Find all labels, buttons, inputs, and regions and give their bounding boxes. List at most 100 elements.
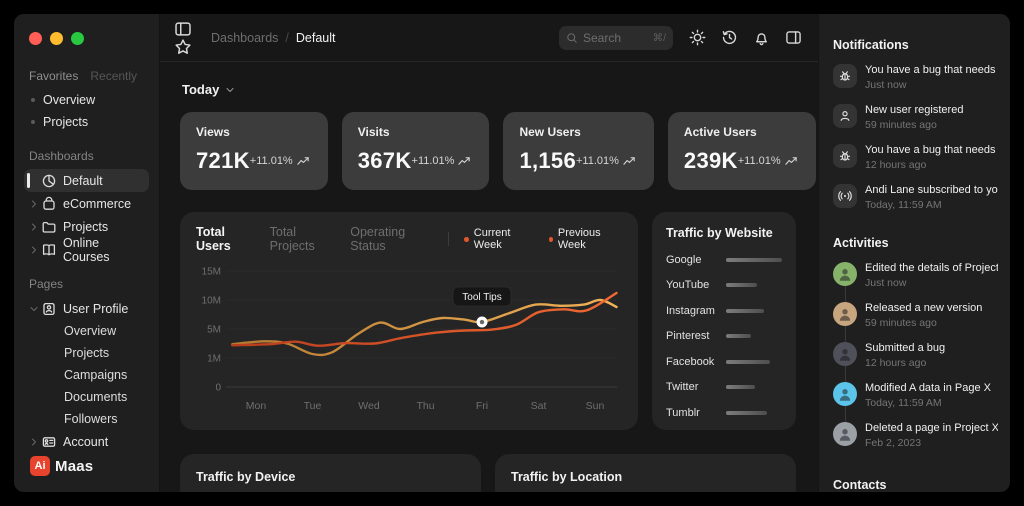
activity-text: Modified A data in Page X xyxy=(865,382,991,394)
close-button[interactable] xyxy=(29,32,42,45)
svg-text:0: 0 xyxy=(215,383,221,394)
activity-item[interactable]: Released a new version 59 minutes ago xyxy=(833,302,998,329)
sidebar-item-online-courses[interactable]: Online Courses xyxy=(24,236,149,264)
activity-item[interactable]: Modified A data in Page X Today, 11:59 AM xyxy=(833,382,998,409)
legend-label: Previous Week xyxy=(557,227,601,251)
tab-total-users[interactable]: Total Users xyxy=(196,225,231,253)
activity-item[interactable]: Submitted a bug 12 hours ago xyxy=(833,342,998,369)
sidebar-item-default[interactable]: Default xyxy=(24,169,149,192)
stat-value: 239K xyxy=(683,148,738,173)
svg-text:Fri: Fri xyxy=(476,400,488,412)
sidebar-item-account[interactable]: Account xyxy=(24,430,149,453)
right-panel: Notifications You have a bug that needs … xyxy=(818,14,1010,492)
traffic-row-instagram: Instagram xyxy=(666,305,782,317)
panel-right-icon[interactable] xyxy=(785,29,802,46)
chevron-right-icon xyxy=(28,436,40,448)
zoom-button[interactable] xyxy=(71,32,84,45)
traffic-row-tumblr: Tumblr xyxy=(666,407,782,419)
legend-label: Current Week xyxy=(473,227,511,251)
breadcrumb: Dashboards / Default xyxy=(211,31,336,45)
search-box[interactable]: ⌘/ xyxy=(559,25,673,50)
book-icon xyxy=(41,242,57,258)
activity-time: 12 hours ago xyxy=(865,357,927,369)
tab-total-projects[interactable]: Total Projects xyxy=(269,225,315,253)
history-icon[interactable] xyxy=(721,29,738,46)
activity-item[interactable]: Deleted a page in Project X Feb 2, 2023 xyxy=(833,422,998,449)
activity-item[interactable]: Edited the details of Project X Just now xyxy=(833,262,998,289)
notification-item[interactable]: You have a bug that needs t... 12 hours a… xyxy=(833,144,998,171)
sidebar-item-label: Projects xyxy=(63,219,109,234)
sidebar-subitem-overview[interactable]: Overview xyxy=(64,324,117,338)
search-input[interactable] xyxy=(583,30,648,45)
stat-card-active-users[interactable]: Active Users 239K +11.01% xyxy=(667,112,816,190)
traffic-bar xyxy=(726,308,765,313)
notification-text: New user registered xyxy=(865,104,964,116)
stat-delta: +11.01% xyxy=(738,155,800,167)
tab-recently[interactable]: Recently xyxy=(90,69,138,83)
traffic-site-label: Twitter xyxy=(666,381,699,393)
activity-text: Deleted a page in Project X xyxy=(865,422,998,434)
bullet-icon xyxy=(31,120,35,124)
svg-text:1M: 1M xyxy=(207,354,221,365)
stat-card-views[interactable]: Views 721K +11.01% xyxy=(180,112,328,190)
stat-card-visits[interactable]: Visits 367K +11.01% xyxy=(341,112,490,190)
notification-time: 12 hours ago xyxy=(865,159,927,171)
traffic-bar xyxy=(726,257,782,262)
app-logo: Ai Maas xyxy=(30,456,93,476)
avatar xyxy=(833,302,857,326)
period-selector[interactable]: Today xyxy=(182,82,796,97)
minimize-button[interactable] xyxy=(50,32,63,45)
notification-time: 59 minutes ago xyxy=(865,119,937,131)
sidebar-item-projects[interactable]: Projects xyxy=(24,215,149,238)
sidebar-item-label: eCommerce xyxy=(63,196,132,211)
sidebar-item-label: Overview xyxy=(43,93,96,107)
sidebar-subitem-documents[interactable]: Documents xyxy=(64,390,128,404)
sidebar-subitem-projects[interactable]: Projects xyxy=(64,346,110,360)
chevron-right-icon xyxy=(28,221,40,233)
sidebar-item-user-profile[interactable]: User Profile xyxy=(24,297,149,320)
stat-value: 721K xyxy=(196,148,250,173)
sidebar-subitem-followers[interactable]: Followers xyxy=(64,412,118,426)
stat-card-new-users[interactable]: New Users 1,156 +11.01% xyxy=(503,112,654,190)
traffic-by-device-card: Traffic by Device xyxy=(180,454,481,492)
chevron-right-icon xyxy=(28,244,40,256)
activity-time: Just now xyxy=(865,277,907,289)
trend-up-icon xyxy=(458,156,471,166)
notification-text: Andi Lane subscribed to you xyxy=(865,184,998,196)
total-users-card: Total Users Total Projects Operating Statu… xyxy=(180,212,638,430)
sidebar-subitem-campaigns[interactable]: Campaigns xyxy=(64,368,128,382)
bell-icon[interactable] xyxy=(753,29,770,46)
traffic-row-youtube: YouTube xyxy=(666,279,782,291)
traffic-by-website-card: Traffic by Website Google YouTube Instagra… xyxy=(652,212,796,430)
svg-text:Sun: Sun xyxy=(586,400,605,412)
notification-item[interactable]: You have a bug that needs t... Just now xyxy=(833,64,998,91)
notification-item[interactable]: Andi Lane subscribed to you Today, 11:59 … xyxy=(833,184,998,211)
traffic-row-twitter: Twitter xyxy=(666,381,782,393)
star-icon[interactable] xyxy=(174,38,192,56)
activity-time: Today, 11:59 AM xyxy=(865,397,942,409)
tab-operating-status[interactable]: Operating Status xyxy=(350,225,406,253)
legend-previous-week: Previous Week xyxy=(548,227,622,251)
sun-icon[interactable] xyxy=(689,29,706,46)
stat-delta-value: +11.01% xyxy=(411,155,455,167)
sidebar-item-ecommerce[interactable]: eCommerce xyxy=(24,192,149,215)
panel-left-icon[interactable] xyxy=(174,20,192,38)
activity-text: Submitted a bug xyxy=(865,342,946,354)
notification-item[interactable]: New user registered 59 minutes ago xyxy=(833,104,998,131)
stat-label: Visits xyxy=(357,125,390,139)
breadcrumb-separator: / xyxy=(285,30,289,45)
trend-up-icon xyxy=(623,156,636,166)
svg-text:10M: 10M xyxy=(202,296,221,307)
traffic-bar xyxy=(726,410,767,415)
stat-delta-value: +11.01% xyxy=(576,155,619,167)
avatar xyxy=(833,262,857,286)
traffic-site-label: Pinterest xyxy=(666,330,710,342)
avatar xyxy=(833,382,857,406)
breadcrumb-parent[interactable]: Dashboards xyxy=(211,30,279,45)
tab-favorites[interactable]: Favorites xyxy=(29,69,79,83)
bug-icon xyxy=(833,64,857,88)
sidebar-item-projects[interactable]: Projects xyxy=(24,111,149,133)
sidebar-item-overview[interactable]: Overview xyxy=(24,89,149,111)
svg-text:Thu: Thu xyxy=(416,400,434,412)
trend-up-icon xyxy=(785,156,798,166)
